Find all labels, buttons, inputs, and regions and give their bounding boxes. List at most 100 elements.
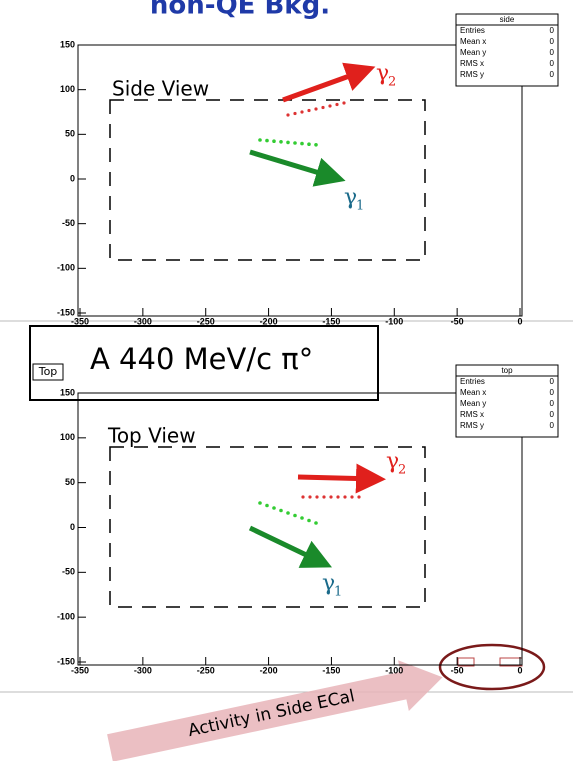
gamma2-symbol: γ	[376, 61, 389, 86]
hit	[279, 140, 283, 144]
hit	[307, 142, 311, 146]
hit	[258, 138, 262, 142]
hit	[286, 511, 290, 515]
y-tick-label: -50	[62, 567, 75, 577]
x-tick-label: -300	[134, 316, 152, 326]
stats-label: RMS y	[460, 421, 484, 430]
stats-label: RMS y	[460, 70, 484, 79]
stats-label: RMS x	[460, 410, 484, 419]
hit	[300, 516, 304, 520]
gamma2-subscript: 2	[398, 463, 406, 478]
stats-label: Mean y	[460, 48, 486, 57]
stats-box	[455, 364, 559, 438]
stats-value: 0	[550, 37, 555, 46]
x-tick-label: -50	[451, 316, 464, 326]
hit	[279, 508, 283, 513]
plot-frame	[77, 44, 523, 317]
stats-value: 0	[550, 48, 555, 57]
gamma2-arrow	[297, 463, 386, 494]
y-tick-label: -150	[57, 307, 75, 317]
stats-value: 0	[550, 59, 555, 68]
hit	[301, 495, 305, 499]
y-tick-label: -100	[57, 612, 75, 622]
y-tick-label: -50	[62, 218, 75, 228]
hit	[300, 110, 304, 114]
x-tick-label: -100	[385, 316, 403, 326]
y-tick-label: 150	[60, 39, 75, 49]
hit	[293, 141, 297, 145]
pad-label: Top	[38, 365, 58, 378]
hit	[293, 513, 297, 518]
hit	[329, 495, 333, 499]
gamma2-subscript: 2	[388, 75, 396, 90]
stats-title: top	[501, 366, 513, 375]
y-tick-label: 150	[60, 387, 75, 397]
x-tick-label: -200	[260, 316, 278, 326]
pad-label-box	[32, 363, 64, 381]
x-tick-label: -300	[134, 665, 152, 675]
hit	[314, 143, 318, 147]
view-label: Top View	[107, 424, 196, 448]
hit	[300, 141, 304, 146]
hit	[343, 495, 347, 499]
gamma1-arrow	[248, 525, 333, 568]
hit	[335, 102, 339, 107]
hit	[265, 138, 269, 143]
x-tick-label: -250	[197, 316, 215, 326]
y-tick-label: 0	[70, 522, 75, 532]
stats-label: RMS x	[460, 59, 484, 68]
x-tick-label: 0	[517, 665, 522, 675]
stats-value: 0	[550, 377, 555, 386]
y-tick-label: -100	[57, 263, 75, 273]
stats-label: Entries	[460, 377, 485, 386]
hit	[286, 140, 290, 145]
x-tick-label: -50	[451, 665, 464, 675]
event-label: A 440 MeV/c π°	[90, 342, 313, 376]
hit	[258, 501, 262, 505]
stats-title: side	[500, 15, 515, 24]
hit	[336, 495, 340, 499]
slide-title: non-QE Bkg.	[150, 0, 330, 21]
y-tick-label: 0	[70, 173, 75, 183]
stats-label: Mean y	[460, 399, 486, 408]
stats-label: Mean x	[460, 37, 486, 46]
y-tick-label: 100	[60, 84, 75, 94]
x-tick-label: 0	[517, 316, 522, 326]
x-tick-label: -250	[197, 665, 215, 675]
hit	[307, 518, 311, 523]
gamma2-arrow	[282, 62, 376, 103]
view-label: Side View	[112, 77, 209, 101]
hit	[272, 139, 276, 143]
stats-box	[455, 13, 559, 87]
hit	[322, 495, 326, 499]
hit	[350, 495, 354, 499]
stats-value: 0	[550, 421, 555, 430]
event-label-box	[29, 325, 379, 401]
hit	[265, 503, 269, 508]
hit	[293, 111, 297, 116]
stats-label: Mean x	[460, 388, 486, 397]
y-tick-label: 50	[65, 129, 75, 139]
plot-frame	[77, 392, 523, 666]
x-tick-label: -100	[385, 665, 403, 675]
stats-label: Entries	[460, 26, 485, 35]
hit	[357, 495, 361, 499]
stats-value: 0	[550, 388, 555, 397]
hit	[314, 521, 318, 525]
detector-outline	[109, 446, 426, 608]
gamma1-subscript: 1	[334, 585, 342, 600]
x-tick-label: -350	[71, 316, 89, 326]
hit	[315, 495, 319, 499]
x-tick-label: -350	[71, 665, 89, 675]
hit	[321, 105, 325, 110]
gamma1-symbol: γ	[322, 571, 335, 596]
hit	[272, 506, 276, 510]
hit	[307, 108, 311, 113]
y-tick-label: 100	[60, 432, 75, 442]
y-tick-label: 50	[65, 477, 75, 487]
gamma2-symbol: γ	[386, 449, 399, 474]
detector-outline	[109, 99, 426, 261]
hit	[342, 101, 346, 105]
stats-value: 0	[550, 399, 555, 408]
